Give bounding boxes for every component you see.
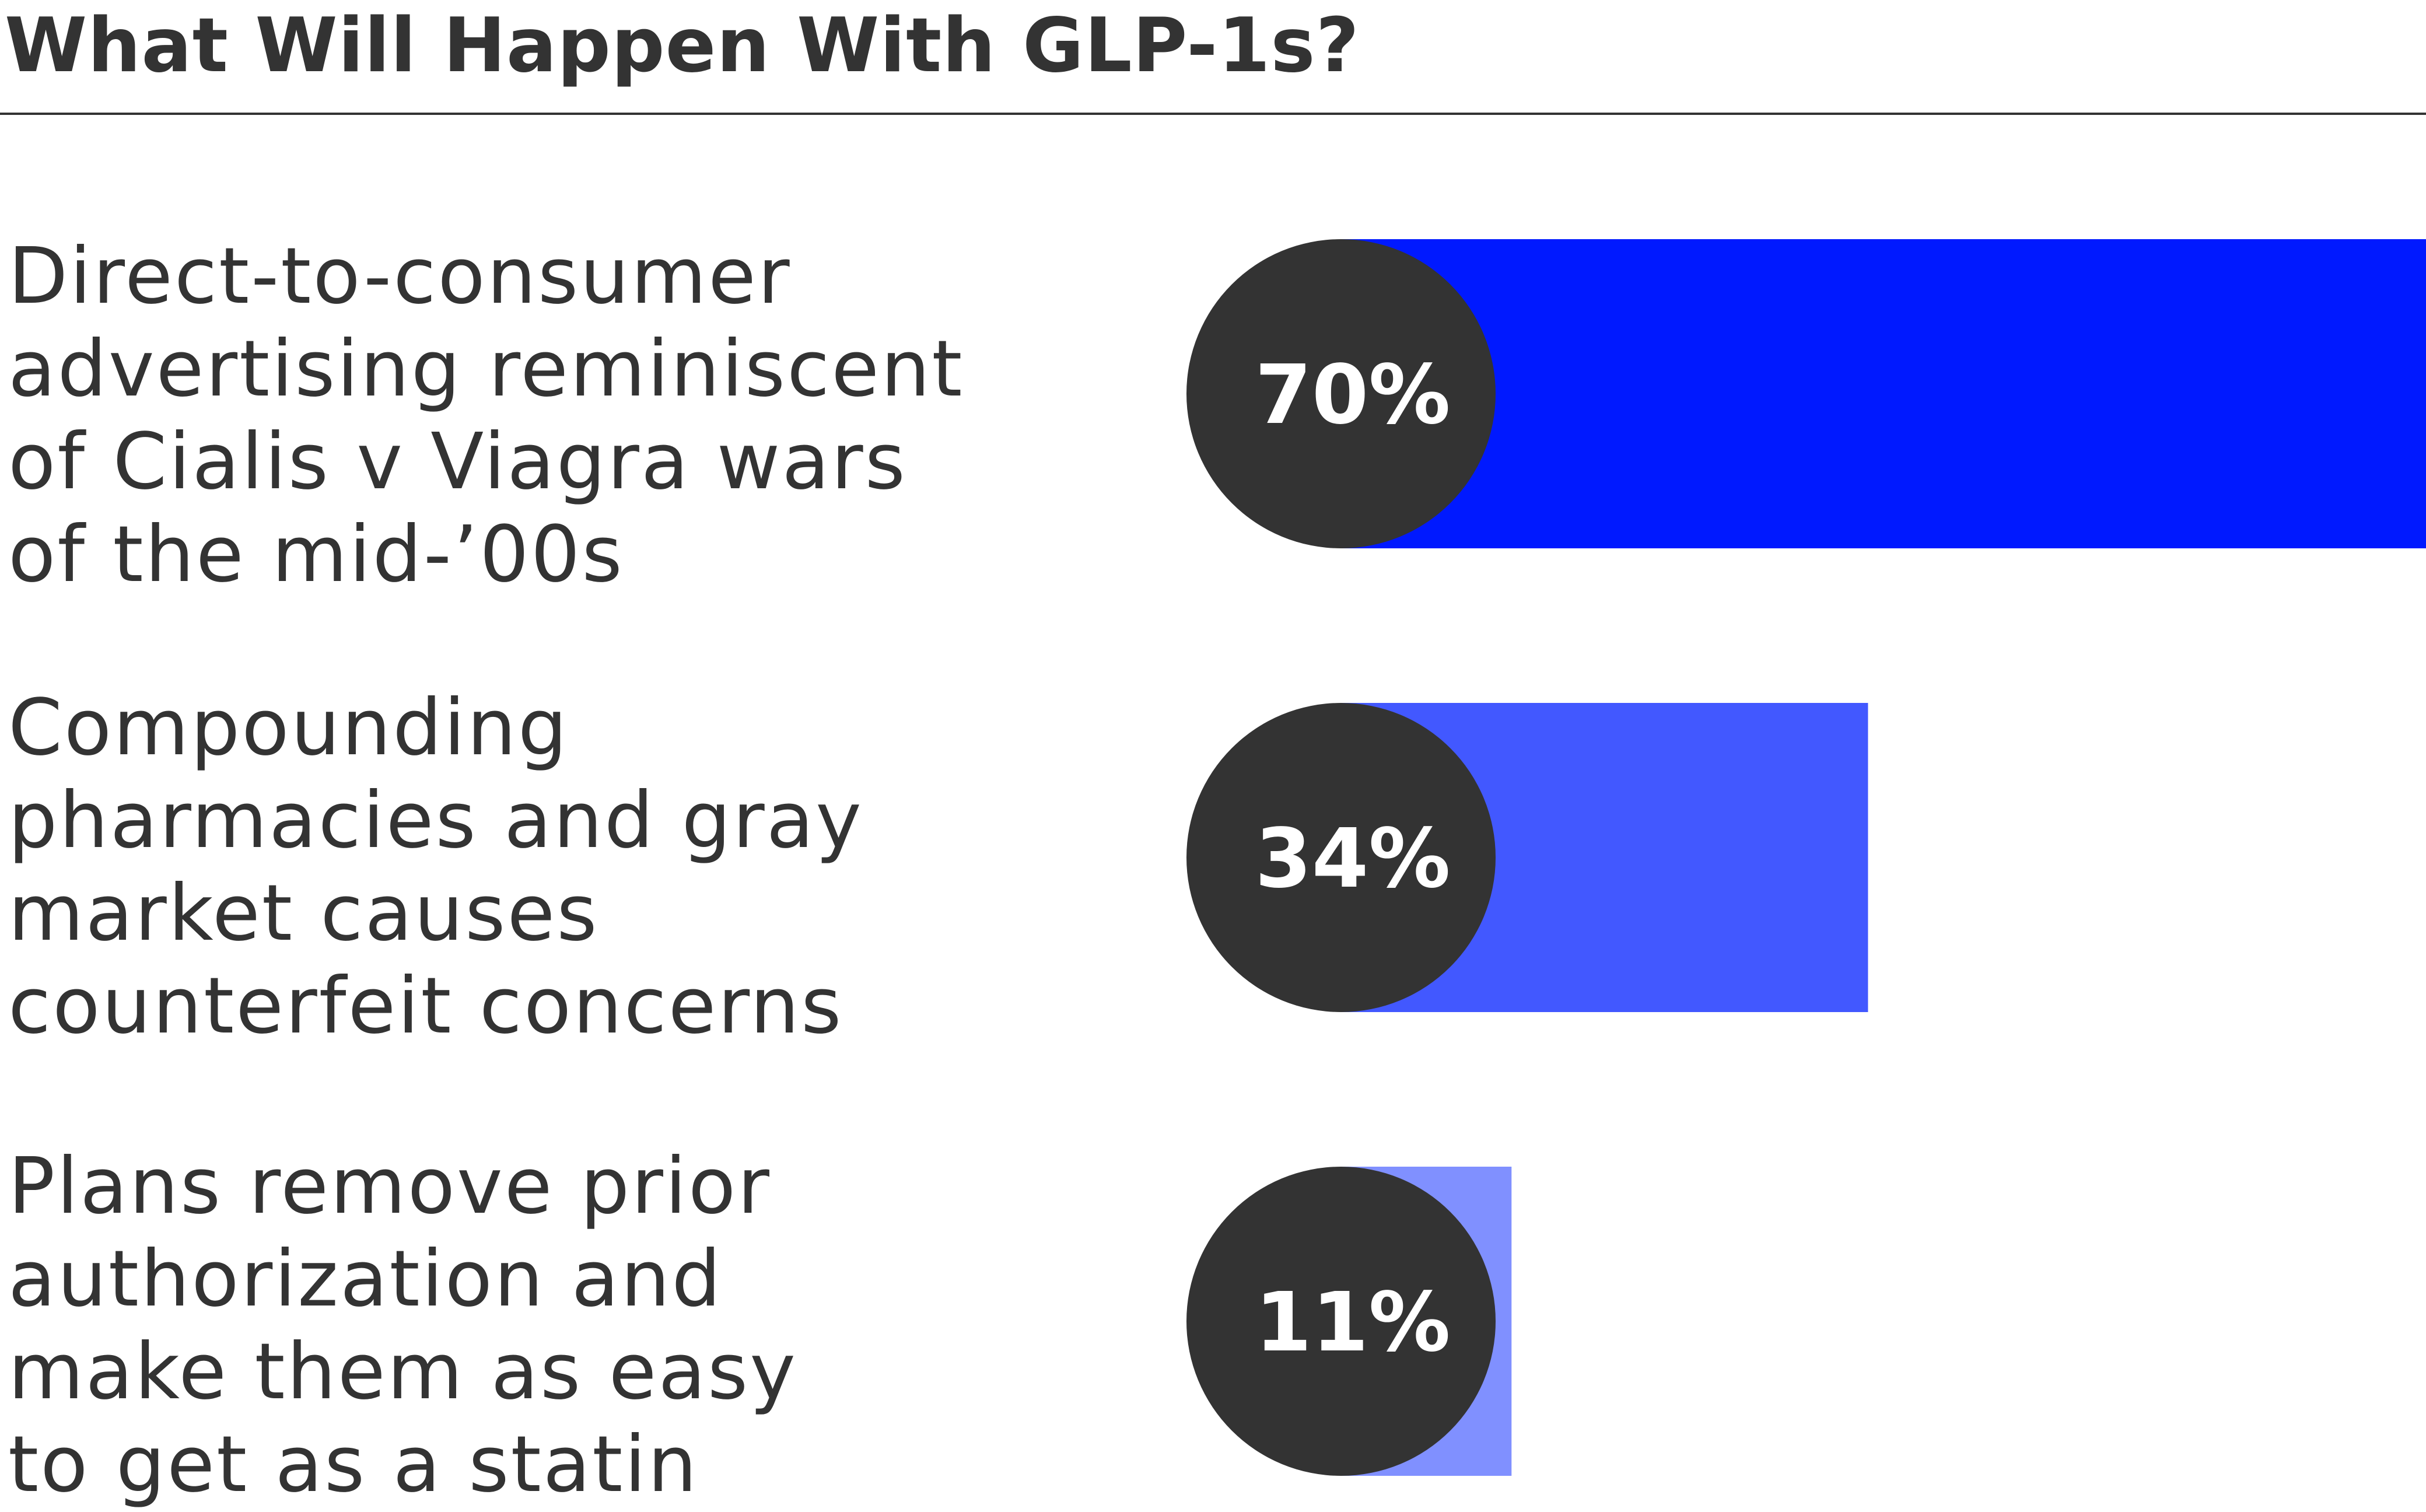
chart-title: What Will Happen With GLP-1s? (5, 2, 1360, 89)
category-label-1: Direct-to-consumer advertising reminisce… (8, 232, 964, 600)
value-badge-3 (1186, 1167, 1496, 1476)
bar-1 (1341, 239, 2426, 548)
category-label-2: Compounding pharmacies and gray market c… (8, 683, 863, 1051)
value-label-3: 11% (1255, 1275, 1450, 1370)
value-label-1: 70% (1255, 348, 1450, 443)
bars-layer: 70% 34% 11% (1186, 239, 2426, 1476)
value-badge-1 (1186, 239, 1496, 548)
value-label-2: 34% (1255, 811, 1450, 907)
category-label-3: Plans remove prior authorization and mak… (8, 1142, 797, 1510)
title-divider (0, 113, 2426, 115)
value-badge-2 (1186, 703, 1496, 1012)
